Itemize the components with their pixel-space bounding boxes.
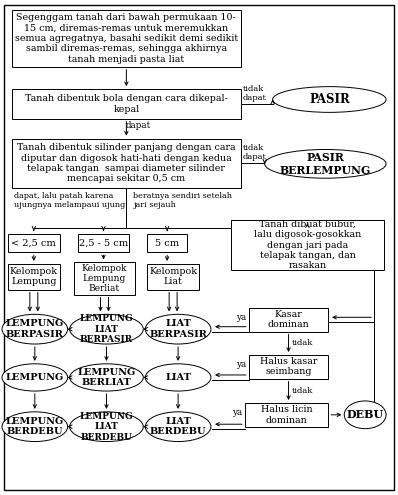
- Text: < 2,5 cm: < 2,5 cm: [12, 239, 56, 248]
- Text: ya: ya: [236, 313, 247, 322]
- FancyBboxPatch shape: [8, 234, 60, 252]
- Ellipse shape: [70, 412, 143, 442]
- Text: Tanah dibuat bubur,
lalu digosok-gosokkan
dengan jari pada
telapak tangan, dan
r: Tanah dibuat bubur, lalu digosok-gosokka…: [254, 220, 361, 270]
- Text: beratnya sendiri setelah
jari sejauh: beratnya sendiri setelah jari sejauh: [133, 192, 232, 209]
- Text: ya: ya: [232, 408, 243, 417]
- FancyBboxPatch shape: [147, 264, 199, 290]
- Ellipse shape: [70, 314, 143, 344]
- Text: PASIR
BERLEMPUNG: PASIR BERLEMPUNG: [280, 152, 371, 176]
- Ellipse shape: [265, 149, 386, 178]
- Text: tidak: tidak: [292, 387, 313, 395]
- Text: Kelompok
Liat: Kelompok Liat: [149, 267, 197, 287]
- Text: Halus kasar
seimbang: Halus kasar seimbang: [260, 357, 317, 377]
- FancyBboxPatch shape: [8, 264, 60, 290]
- Text: 2,5 - 5 cm: 2,5 - 5 cm: [79, 239, 128, 248]
- Text: Kelompok
Lempung: Kelompok Lempung: [10, 267, 58, 287]
- Text: LEMPUNG: LEMPUNG: [6, 373, 64, 382]
- Text: LIAT
BERPASIR: LIAT BERPASIR: [149, 319, 207, 339]
- Text: LEMPUNG
BERPASIR: LEMPUNG BERPASIR: [6, 319, 64, 339]
- Text: LIAT: LIAT: [165, 373, 191, 382]
- Ellipse shape: [145, 314, 211, 344]
- Ellipse shape: [273, 87, 386, 112]
- Text: ya: ya: [236, 360, 247, 369]
- FancyBboxPatch shape: [12, 139, 241, 188]
- Text: LEMPUNG
BERDEBU: LEMPUNG BERDEBU: [6, 417, 64, 437]
- FancyBboxPatch shape: [245, 403, 328, 427]
- Text: dapat, lalu patah karena
ujungnya melampaui ujung: dapat, lalu patah karena ujungnya melamp…: [14, 192, 125, 209]
- Ellipse shape: [344, 401, 386, 429]
- FancyBboxPatch shape: [12, 89, 241, 119]
- Ellipse shape: [2, 364, 68, 391]
- FancyBboxPatch shape: [249, 308, 328, 332]
- Text: DEBU: DEBU: [347, 409, 384, 420]
- Ellipse shape: [145, 364, 211, 391]
- Text: 5 cm: 5 cm: [155, 239, 179, 248]
- Text: tidak
dapat: tidak dapat: [243, 85, 267, 102]
- Text: LIAT
BERDEBU: LIAT BERDEBU: [150, 417, 206, 437]
- Ellipse shape: [2, 314, 68, 344]
- Ellipse shape: [2, 412, 68, 442]
- Text: tidak
dapat: tidak dapat: [243, 144, 267, 161]
- Text: Halus licin
dominan: Halus licin dominan: [261, 405, 312, 425]
- FancyBboxPatch shape: [12, 10, 241, 67]
- FancyBboxPatch shape: [74, 262, 135, 295]
- Ellipse shape: [70, 364, 143, 391]
- Text: Tanah dibentuk silinder panjang dengan cara
diputar dan digosok hati-hati dengan: Tanah dibentuk silinder panjang dengan c…: [17, 143, 236, 184]
- Text: LEMPUNG
LIAT
BERPASIR: LEMPUNG LIAT BERPASIR: [80, 314, 133, 344]
- Text: LEMPUNG
BERLIAT: LEMPUNG BERLIAT: [77, 368, 136, 387]
- Text: Kelompok
Lempung
Berliat: Kelompok Lempung Berliat: [82, 263, 127, 294]
- Text: Kasar
dominan: Kasar dominan: [268, 310, 309, 330]
- Text: LEMPUNG
LIAT
BERDEBU: LEMPUNG LIAT BERDEBU: [80, 412, 133, 442]
- FancyBboxPatch shape: [78, 234, 129, 252]
- Ellipse shape: [145, 412, 211, 442]
- FancyBboxPatch shape: [231, 220, 384, 270]
- Text: PASIR: PASIR: [309, 93, 350, 106]
- Text: Tanah dibentuk bola dengan cara dikepal-
kepal: Tanah dibentuk bola dengan cara dikepal-…: [25, 94, 228, 114]
- Text: tidak: tidak: [292, 339, 313, 347]
- Text: dapat: dapat: [126, 121, 151, 130]
- Text: Segenggam tanah dari bawah permukaan 10-
15 cm, diremas-remas untuk meremukkan
s: Segenggam tanah dari bawah permukaan 10-…: [15, 13, 238, 64]
- FancyBboxPatch shape: [147, 234, 187, 252]
- FancyBboxPatch shape: [249, 355, 328, 379]
